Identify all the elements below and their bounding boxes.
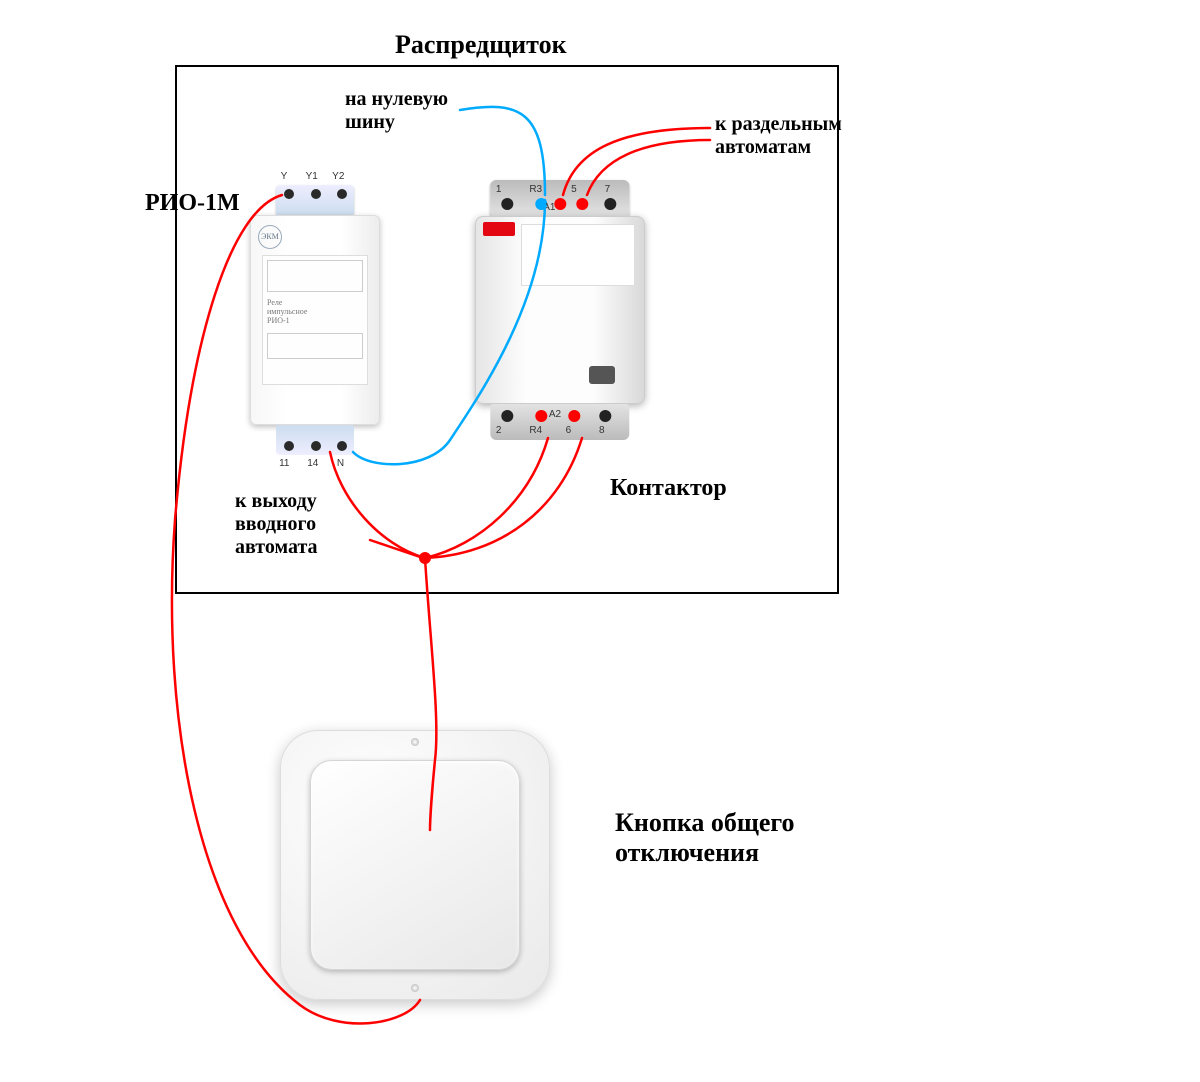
contactor-label-panel bbox=[521, 224, 635, 286]
contactor-term-7: 7 bbox=[605, 184, 611, 195]
contactor-bottom-terminal-block: 2 R4 6 8 A2 bbox=[490, 404, 629, 440]
contactor-body bbox=[475, 216, 645, 404]
contactor-term-R4: R4 bbox=[529, 425, 542, 436]
relay-term-14: 14 bbox=[307, 458, 318, 469]
contactor-top-terminal-block: 1 R3 5 7 A1 bbox=[490, 180, 629, 216]
relay-term-Y1: Y1 bbox=[306, 171, 318, 182]
contactor-term-A1: A1 bbox=[543, 202, 555, 213]
contactor-manual-switch bbox=[589, 366, 615, 384]
contactor-term-1: 1 bbox=[496, 184, 502, 195]
relay-term-N: N bbox=[337, 458, 344, 469]
to-main-label: к выходу вводного автомата bbox=[235, 490, 318, 559]
wall-switch-rocker bbox=[310, 760, 520, 970]
relay-top-terminal-block: Y Y1 Y2 bbox=[276, 185, 354, 215]
wall-switch-device bbox=[280, 730, 550, 1000]
neutral-bus-label: на нулевую шину bbox=[345, 88, 448, 134]
contactor-label: Контактор bbox=[610, 475, 727, 502]
relay-body: ЭКМ Реле импульсное РИО-1 bbox=[250, 215, 380, 425]
to-breakers-label: к раздельным автоматам bbox=[715, 113, 842, 159]
contactor-term-2: 2 bbox=[496, 425, 502, 436]
contactor-device: 1 R3 5 7 A1 2 R4 6 8 A2 bbox=[475, 180, 645, 440]
diagram-canvas: Распредщиток на нулевую шину к раздельны… bbox=[0, 0, 1200, 1082]
abb-logo-icon bbox=[483, 222, 515, 236]
contactor-term-5: 5 bbox=[571, 184, 577, 195]
contactor-term-R3: R3 bbox=[529, 184, 542, 195]
title-label: Распредщиток bbox=[395, 30, 567, 60]
switch-label: Кнопка общего отключения bbox=[615, 808, 795, 868]
relay-term-11: 11 bbox=[279, 458, 289, 469]
relay-bottom-terminal-block: 11 14 N bbox=[276, 425, 354, 455]
relay-front-panel: Реле импульсное РИО-1 bbox=[262, 255, 368, 385]
contactor-term-6: 6 bbox=[566, 425, 572, 436]
contactor-term-8: 8 bbox=[599, 425, 605, 436]
relay-term-Y: Y bbox=[281, 171, 288, 182]
relay-name-label: РИО-1М bbox=[145, 190, 240, 217]
contactor-term-A2: A2 bbox=[549, 409, 561, 420]
impulse-relay-device: Y Y1 Y2 ЭКМ Реле импульсное РИО-1 11 14 … bbox=[250, 185, 380, 455]
relay-term-Y2: Y2 bbox=[332, 171, 344, 182]
relay-logo-icon: ЭКМ bbox=[258, 225, 282, 249]
